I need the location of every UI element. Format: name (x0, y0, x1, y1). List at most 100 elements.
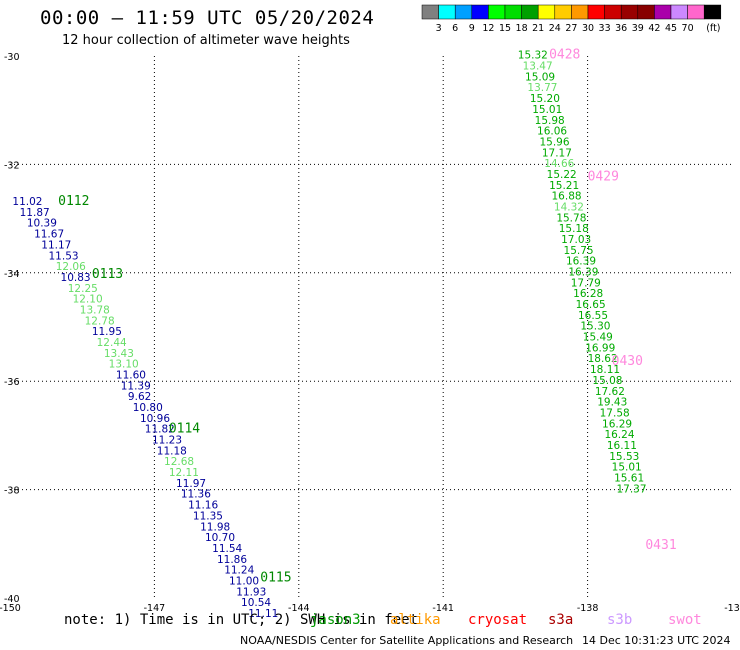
colorbar-label: 3 (436, 23, 442, 34)
data-point-label: 15.96 (539, 136, 569, 148)
colorbar-swatch (471, 4, 489, 20)
time-label: 0114 (169, 422, 200, 437)
x-tick-label: -13 (724, 603, 740, 614)
data-point-label: 17.58 (600, 407, 630, 419)
colorbar-swatch (421, 4, 439, 20)
colorbar-label: 70 (682, 23, 694, 34)
data-point-label: 16.39 (568, 267, 598, 279)
data-point-label: 16.29 (602, 418, 632, 430)
data-point-label: 11.60 (116, 369, 146, 381)
data-point-label: 15.18 (559, 223, 589, 235)
data-point-label: 11.54 (212, 543, 242, 555)
colorbar-label: 24 (549, 23, 561, 34)
colorbar-label: 36 (615, 23, 627, 34)
x-tick-label: -141 (432, 603, 454, 614)
data-point-label: 15.20 (530, 93, 560, 105)
data-point-label: 13.47 (523, 61, 553, 73)
data-point-label: 14.32 (554, 201, 584, 213)
data-point-label: 11.23 (152, 435, 182, 447)
data-point-label: 11.36 (181, 489, 211, 501)
data-point-label: 17.03 (561, 234, 591, 246)
satellite-legend-item: s3b (607, 612, 633, 628)
time-label: 0112 (58, 194, 89, 209)
data-point-label: 16.24 (604, 429, 634, 441)
y-tick-label: -34 (4, 269, 20, 280)
colorbar-label: 30 (582, 23, 594, 34)
data-point-label: 15.01 (532, 104, 562, 116)
data-point-label: 18.11 (590, 364, 620, 376)
data-point-label: 14.66 (544, 158, 574, 170)
data-point-label: 16.99 (585, 342, 615, 354)
colorbar-swatch (670, 4, 688, 20)
data-point-label: 11.82 (145, 424, 175, 436)
data-point-label: 11.00 (229, 575, 259, 587)
data-point-label: 16.88 (552, 191, 582, 203)
colorbar-swatch (703, 4, 722, 20)
data-point-label: 10.80 (133, 402, 163, 414)
note-text: note: 1) Time is in UTC; 2) SWH is in fe… (64, 612, 419, 628)
data-point-label: 17.62 (595, 386, 625, 398)
time-label: 0115 (260, 571, 291, 586)
colorbar-swatch (504, 4, 522, 20)
data-point-label: 13.77 (527, 82, 557, 94)
colorbar-label: 45 (665, 23, 677, 34)
data-point-label: 13.43 (104, 348, 134, 360)
data-point-label: 15.01 (612, 462, 642, 474)
footer-credit: NOAA/NESDIS Center for Satellite Applica… (240, 634, 574, 647)
colorbar-label: 27 (565, 23, 577, 34)
data-point-label: 12.06 (56, 261, 86, 273)
y-tick-label: -32 (4, 160, 20, 171)
time-label: 0113 (92, 267, 123, 282)
data-point-label: 13.10 (109, 359, 139, 371)
data-point-label: 17.17 (542, 147, 572, 159)
data-point-label: 16.55 (578, 310, 608, 322)
satellite-legend-item: jason3 (310, 612, 361, 628)
colorbar-label: 18 (516, 23, 528, 34)
data-point-label: 15.61 (614, 472, 644, 484)
data-point-label: 11.02 (12, 196, 42, 208)
time-label: 0430 (612, 354, 643, 369)
data-point-label: 16.06 (537, 126, 567, 138)
colorbar-swatch (637, 4, 655, 20)
colorbar-swatch (587, 4, 605, 20)
chart-title: 00:00 – 11:59 UTC 05/20/2024 (40, 7, 375, 29)
data-point-label: 11.95 (92, 326, 122, 338)
data-point-label: 11.93 (236, 586, 266, 598)
satellite-legend-item: altika (390, 612, 441, 628)
time-label: 0429 (588, 170, 619, 185)
data-point-label: 11.18 (157, 445, 187, 457)
data-point-label: 11.98 (200, 521, 230, 533)
colorbar-swatch (687, 4, 705, 20)
data-point-label: 10.83 (61, 272, 91, 284)
data-point-label: 11.24 (224, 565, 254, 577)
data-point-label: 11.16 (188, 500, 218, 512)
colorbar-swatch (454, 4, 473, 20)
data-point-label: 11.35 (193, 510, 223, 522)
time-label: 0431 (645, 538, 676, 553)
data-point-label: 15.09 (525, 71, 555, 83)
colorbar-swatch (654, 4, 672, 20)
data-point-label: 15.98 (535, 115, 565, 127)
footer-timestamp: 14 Dec 10:31:23 UTC 2024 (582, 634, 731, 647)
y-tick-label: -40 (4, 594, 20, 605)
data-point-label: 12.11 (169, 467, 199, 479)
data-point-label: 11.97 (176, 478, 206, 490)
x-tick-label: -144 (288, 603, 310, 614)
data-point-label: 18.62 (588, 353, 618, 365)
data-point-label: 17.79 (571, 277, 601, 289)
colorbar-label: 9 (469, 23, 475, 34)
colorbar-swatch (438, 4, 456, 20)
data-point-label: 11.11 (248, 608, 278, 620)
data-point-label: 17.37 (616, 483, 646, 495)
y-tick-label: -36 (4, 377, 20, 388)
colorbar-label: 21 (532, 23, 544, 34)
colorbar-swatch (554, 4, 572, 20)
satellite-legend-item: swot (668, 612, 702, 628)
data-point-label: 15.21 (549, 180, 579, 192)
y-tick-label: -38 (4, 486, 20, 497)
data-point-label: 15.49 (583, 332, 613, 344)
data-point-label: 11.39 (121, 380, 151, 392)
x-tick-label: -150 (0, 603, 21, 614)
colorbar-swatch (537, 4, 556, 20)
colorbar-label: 33 (599, 23, 611, 34)
